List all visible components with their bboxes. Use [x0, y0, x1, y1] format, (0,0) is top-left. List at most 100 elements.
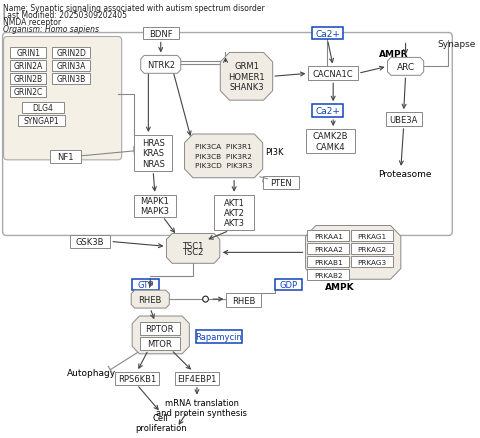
Text: CAMK2B
CAMK4: CAMK2B CAMK4	[312, 132, 348, 151]
Polygon shape	[306, 226, 401, 279]
Polygon shape	[141, 56, 181, 74]
Polygon shape	[387, 58, 424, 76]
FancyBboxPatch shape	[214, 195, 254, 231]
Text: Last Modified: 20250309202405: Last Modified: 20250309202405	[2, 11, 127, 20]
FancyBboxPatch shape	[52, 74, 90, 85]
FancyBboxPatch shape	[115, 372, 159, 385]
FancyBboxPatch shape	[175, 372, 219, 385]
Text: BDNF: BDNF	[149, 29, 172, 39]
FancyBboxPatch shape	[140, 337, 180, 350]
Text: PRKAG3: PRKAG3	[358, 259, 387, 265]
Text: PRKAB1: PRKAB1	[314, 259, 343, 265]
Text: TSC2: TSC2	[182, 247, 204, 257]
FancyBboxPatch shape	[134, 195, 176, 217]
Text: PIK3CA  PIK3R1: PIK3CA PIK3R1	[195, 144, 252, 150]
FancyBboxPatch shape	[50, 151, 81, 163]
Text: GRIN2D: GRIN2D	[56, 49, 86, 58]
Text: AMPR: AMPR	[379, 50, 408, 59]
FancyBboxPatch shape	[227, 293, 261, 307]
Text: Autophagy: Autophagy	[67, 368, 117, 377]
Polygon shape	[132, 316, 189, 354]
FancyBboxPatch shape	[351, 244, 393, 255]
FancyBboxPatch shape	[10, 61, 47, 72]
Text: Cell
proliferation: Cell proliferation	[135, 413, 187, 432]
Text: DLG4: DLG4	[32, 104, 53, 113]
FancyBboxPatch shape	[22, 103, 63, 114]
Text: TSC1: TSC1	[182, 241, 204, 250]
FancyBboxPatch shape	[196, 330, 242, 343]
Text: Ca2+: Ca2+	[315, 29, 340, 39]
Polygon shape	[167, 234, 220, 264]
Text: PIK3CD  PIK3R3: PIK3CD PIK3R3	[195, 163, 252, 169]
Text: SHANK3: SHANK3	[229, 83, 264, 92]
Text: CACNA1C: CACNA1C	[313, 70, 353, 79]
Text: ARC: ARC	[396, 63, 415, 72]
FancyBboxPatch shape	[10, 48, 47, 59]
Text: GRM1: GRM1	[234, 62, 259, 71]
Polygon shape	[220, 53, 273, 101]
FancyBboxPatch shape	[134, 136, 172, 171]
Text: NTRK2: NTRK2	[147, 61, 175, 70]
FancyBboxPatch shape	[275, 279, 302, 290]
FancyBboxPatch shape	[70, 236, 110, 249]
Text: GRIN2B: GRIN2B	[14, 75, 43, 84]
Text: NMDA receptor: NMDA receptor	[2, 18, 61, 27]
FancyBboxPatch shape	[312, 28, 343, 40]
FancyBboxPatch shape	[308, 257, 349, 268]
Text: Proteasome: Proteasome	[378, 170, 432, 178]
FancyBboxPatch shape	[143, 28, 179, 40]
Text: HRAS
KRAS
NRAS: HRAS KRAS NRAS	[142, 139, 165, 168]
Text: GSK3B: GSK3B	[76, 238, 105, 247]
Text: GDP: GDP	[279, 281, 298, 290]
Text: GRIN2A: GRIN2A	[14, 62, 43, 71]
Text: UBE3A: UBE3A	[389, 115, 418, 124]
Text: AMPK: AMPK	[324, 283, 354, 292]
FancyBboxPatch shape	[306, 130, 355, 154]
Text: RPTOR: RPTOR	[145, 324, 174, 333]
Text: PRKAB2: PRKAB2	[314, 272, 343, 278]
FancyBboxPatch shape	[52, 48, 90, 59]
Text: NF1: NF1	[57, 152, 74, 162]
Text: PI3K: PI3K	[265, 148, 284, 156]
Text: Organism: Homo sapiens: Organism: Homo sapiens	[2, 25, 98, 33]
Text: PRKAA2: PRKAA2	[314, 246, 343, 252]
Text: RHEB: RHEB	[139, 295, 162, 304]
FancyBboxPatch shape	[385, 113, 422, 127]
Text: HOMER1: HOMER1	[228, 73, 265, 81]
FancyBboxPatch shape	[351, 231, 393, 242]
Text: Rapamycin: Rapamycin	[195, 332, 242, 341]
Text: PIK3CB  PIK3R2: PIK3CB PIK3R2	[195, 153, 252, 159]
FancyBboxPatch shape	[140, 322, 180, 335]
Text: GTP: GTP	[137, 281, 154, 290]
Text: Synapse: Synapse	[437, 40, 475, 49]
Text: GRIN3A: GRIN3A	[57, 62, 86, 71]
Circle shape	[203, 297, 208, 302]
Text: PRKAA1: PRKAA1	[314, 233, 343, 240]
Text: Ca2+: Ca2+	[315, 107, 340, 116]
FancyBboxPatch shape	[263, 177, 299, 189]
Text: RPS6KB1: RPS6KB1	[118, 374, 156, 383]
Text: RHEB: RHEB	[232, 296, 255, 305]
FancyBboxPatch shape	[3, 37, 122, 160]
FancyBboxPatch shape	[312, 105, 343, 118]
Text: mRNA translation
and protein synthesis: mRNA translation and protein synthesis	[156, 398, 247, 417]
FancyBboxPatch shape	[308, 270, 349, 281]
Text: EIF4EBP1: EIF4EBP1	[177, 374, 216, 383]
Polygon shape	[185, 134, 263, 178]
Text: GRIN3B: GRIN3B	[57, 75, 86, 84]
Text: PTEN: PTEN	[270, 178, 292, 187]
FancyBboxPatch shape	[132, 279, 159, 290]
Text: Name: Synaptic signaling associated with autism spectrum disorder: Name: Synaptic signaling associated with…	[2, 4, 264, 13]
Text: PRKAG2: PRKAG2	[358, 246, 387, 252]
FancyBboxPatch shape	[308, 231, 349, 242]
FancyBboxPatch shape	[308, 244, 349, 255]
Text: MAPK1
MAPK3: MAPK1 MAPK3	[141, 197, 169, 216]
Text: GRIN1: GRIN1	[16, 49, 40, 58]
FancyBboxPatch shape	[18, 116, 65, 127]
FancyBboxPatch shape	[52, 61, 90, 72]
Text: PRKAG1: PRKAG1	[358, 233, 387, 240]
Polygon shape	[131, 290, 169, 308]
FancyBboxPatch shape	[10, 87, 47, 98]
FancyBboxPatch shape	[309, 67, 358, 81]
FancyBboxPatch shape	[10, 74, 47, 85]
